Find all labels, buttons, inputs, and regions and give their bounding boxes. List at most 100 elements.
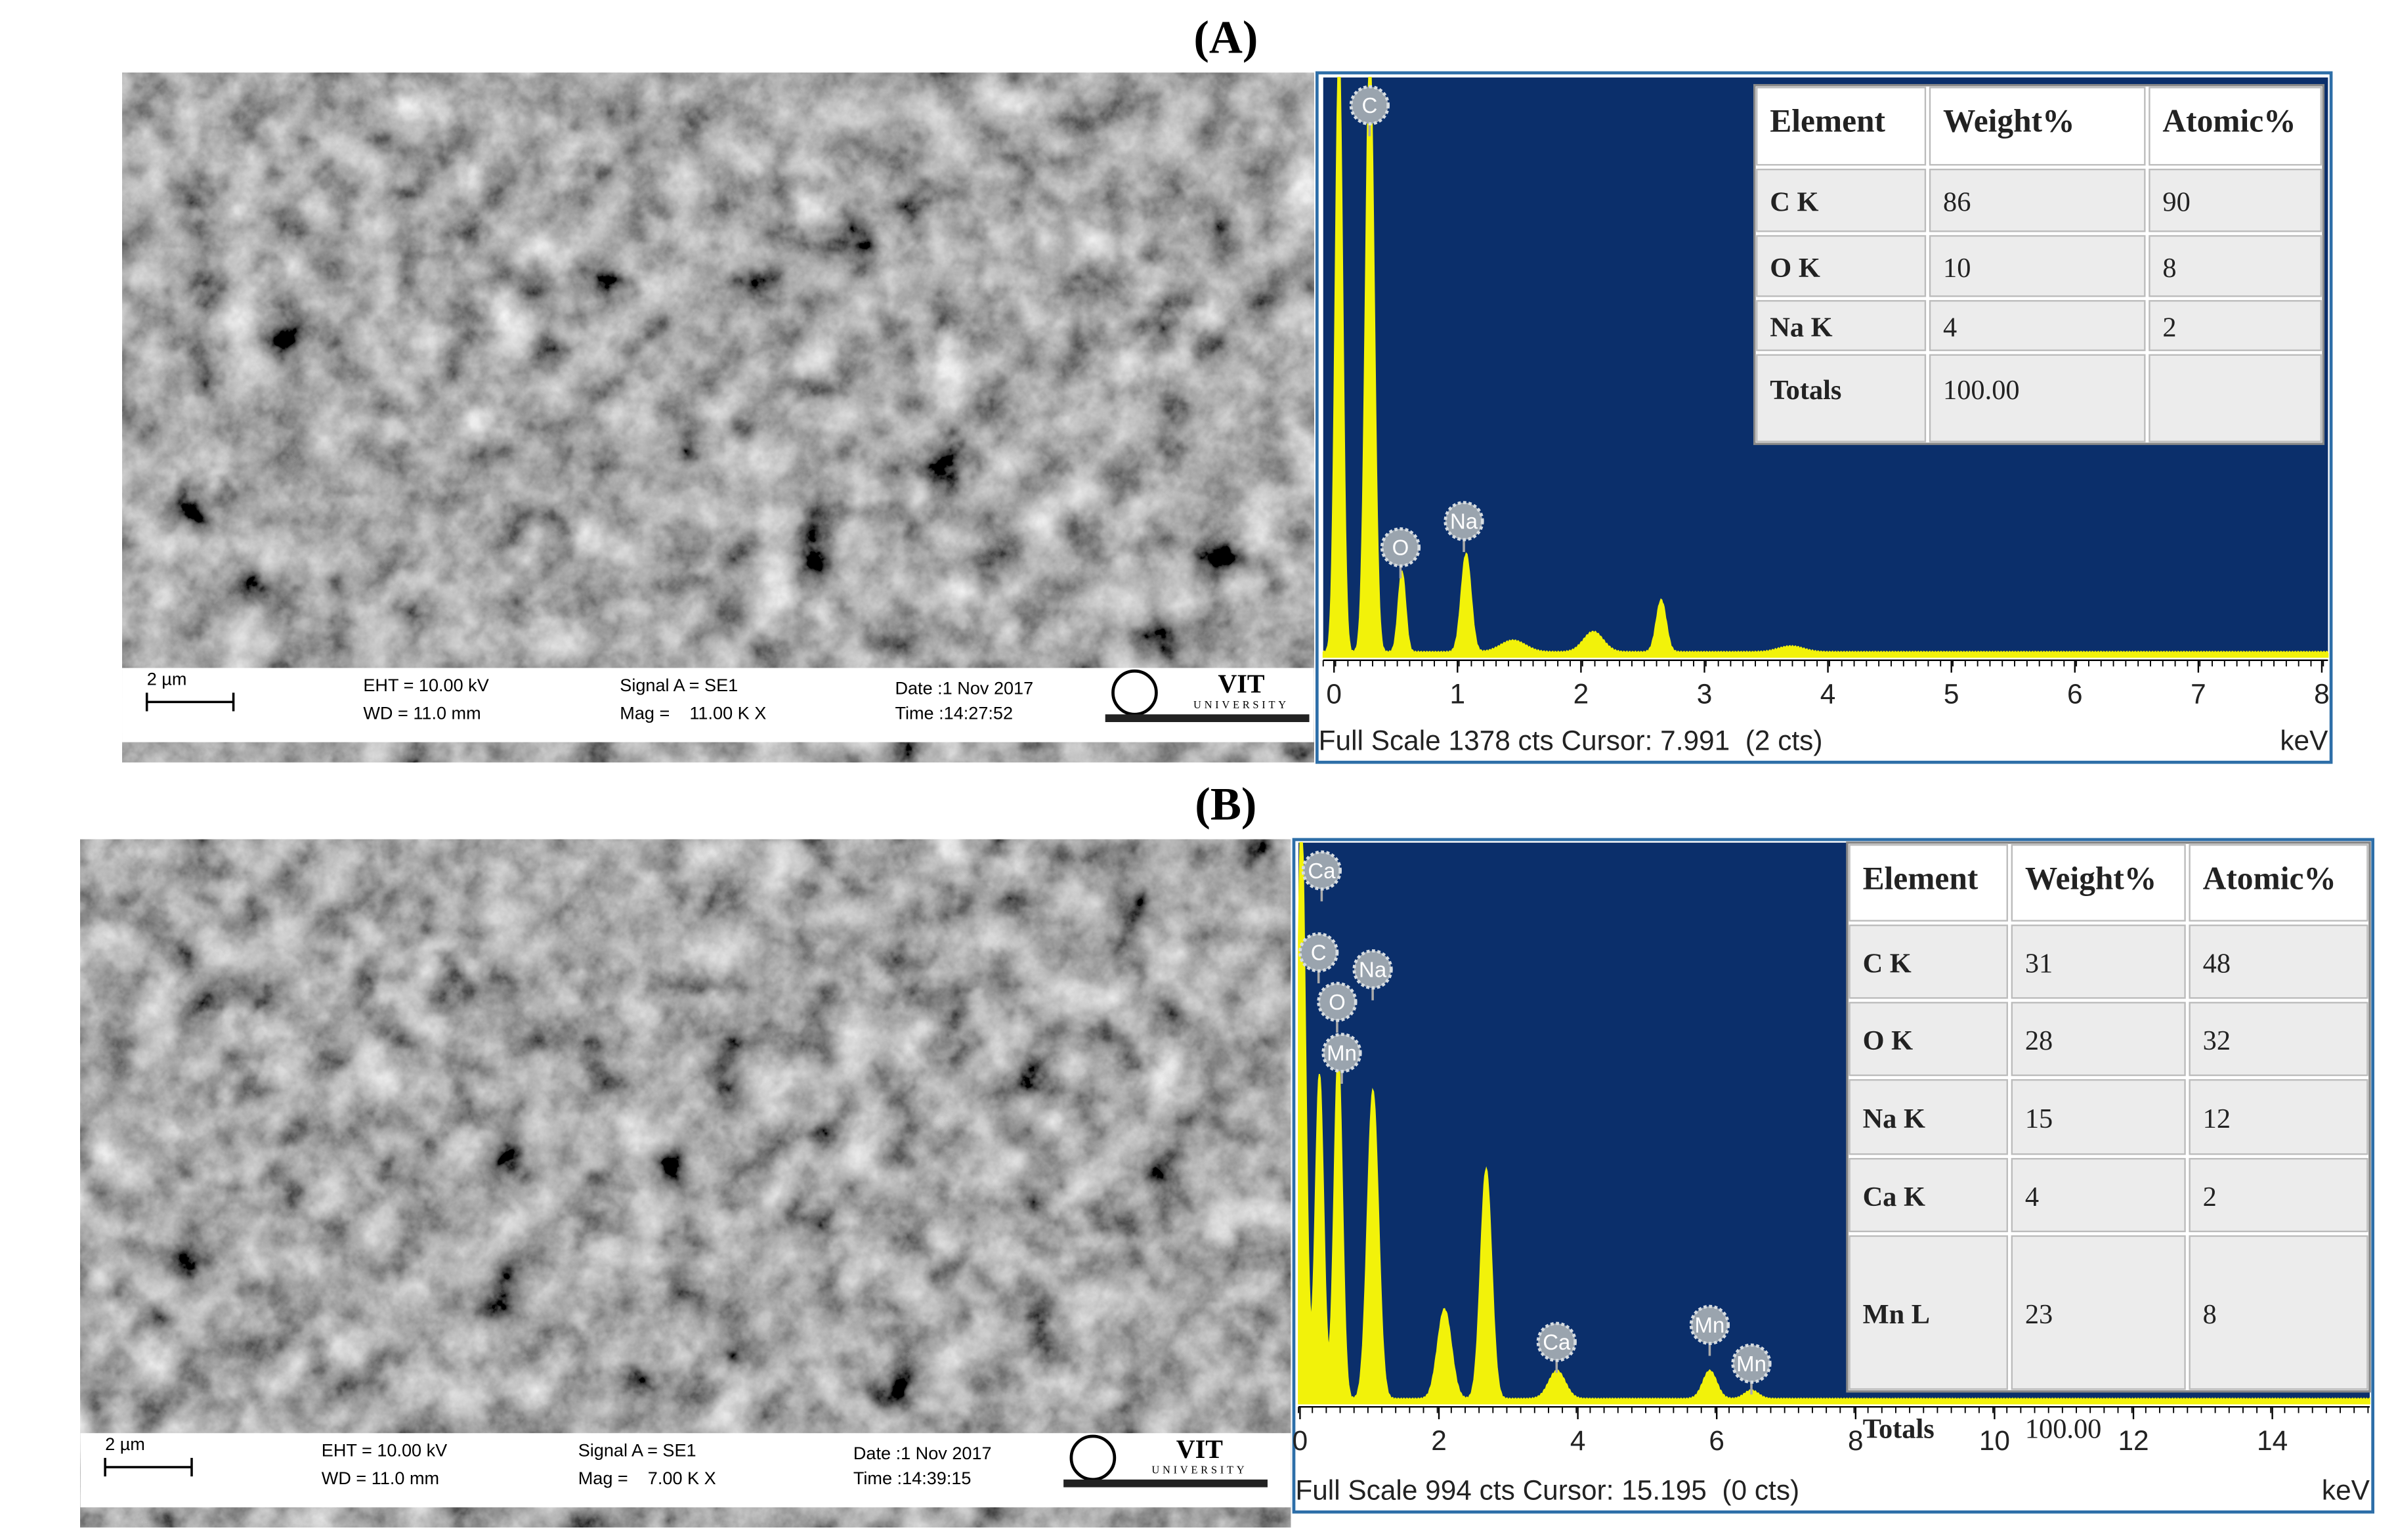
table-cell [2011,1158,2186,1233]
logo: VIT [1176,1434,1223,1464]
x-tick-label: 6 [1709,1425,1724,1456]
table-cell [1849,844,2008,922]
table-cell [1849,1079,2008,1155]
table-header: Weight% [1943,102,2075,139]
peak-label-bubble [1298,932,1339,973]
table-cell [2189,1158,2368,1233]
table-cell-text: 31 [2025,948,2053,979]
table-cell [1756,354,1927,442]
table-cell-text: 90 [2162,187,2190,218]
table-cell-text: C K [1770,187,1818,218]
scale-bar-label: 2 µm [105,1434,145,1454]
date: Date :1 Nov 2017 [895,678,1033,698]
table-cell-text: Ca K [1863,1182,1925,1212]
time: Time :14:39:15 [853,1468,972,1488]
logo: VIT [1218,669,1264,698]
table-cell-text: 2 [2203,1182,2217,1212]
table-cell [1929,354,2146,442]
table-cell-text: 8 [2203,1299,2217,1330]
table-cell-text: 15 [2025,1103,2053,1134]
x-tick-label: 14 [2257,1425,2288,1456]
logo-seal [1069,1434,1117,1482]
x-tick-label: 1 [1450,679,1466,710]
logo-sub: UNIVERSITY [1193,698,1289,711]
peak-label: Mn [1736,1352,1766,1376]
table-cell-text: Totals [1770,375,1841,406]
peak-label: O [1329,990,1346,1014]
table-cell-text: 23 [2025,1299,2053,1330]
table-cell [1849,1002,2008,1077]
x-tick-label: 6 [2067,679,2083,710]
table-cell-text: O K [1770,253,1820,284]
table-cell-text: Na K [1863,1103,1925,1134]
table-cell [2011,1079,2186,1155]
peak-label: C [1311,941,1327,965]
table-cell [2149,235,2322,297]
table-header: Atomic% [2162,102,2296,139]
panel-label: (A) [1193,12,1258,63]
table-cell-text: 48 [2203,948,2231,979]
peak-label-bubble [1380,527,1421,568]
table-cell [2011,1235,2186,1390]
table-cell-text: 100.00 [1943,375,2020,406]
x-tick-label: 2 [1573,679,1589,710]
table-cell [1849,924,2008,999]
x-tick-label: 0 [1326,679,1342,710]
time: Time :14:27:52 [895,702,1013,723]
spectrum-trace [1322,77,2329,658]
table-cell [1849,1158,2008,1233]
table-cell [1929,235,2146,297]
table-cell-text: 32 [2203,1025,2231,1056]
mag: Mag = 7.00 K X [578,1468,716,1488]
table-cell [2011,844,2186,922]
x-tick-label: 2 [1431,1425,1447,1456]
table-cell [1756,300,1927,351]
peak-label-bubble [1536,1321,1577,1362]
peak-label: Na [1359,958,1387,982]
peak-label-bubble [1731,1343,1772,1384]
panel-label: (B) [1195,779,1256,830]
table-cell [2189,1079,2368,1155]
table-cell-text: Na K [1770,312,1832,343]
table-cell [1756,168,1927,232]
table-cell-text: 86 [1943,187,1971,218]
wd: WD = 11.0 mm [363,702,481,723]
table-cell-text: 28 [2025,1025,2053,1056]
peak-label-bubble [1349,85,1390,126]
table-header: Element [1770,102,1885,139]
logo-seal [1111,669,1158,716]
table-cell [2011,1002,2186,1077]
peak-label: Mn [1327,1041,1357,1065]
sem-image [122,72,1314,763]
peak-label-bubble [1444,501,1484,542]
peak-label: Na [1450,509,1478,534]
signal: Signal A = SE1 [578,1440,696,1461]
table-header: Element [1863,860,1979,896]
peak-label-bubble [1317,981,1358,1022]
x-tick-label: 3 [1697,679,1713,710]
peak-label: C [1361,93,1377,118]
x-tick-label: 7 [2191,679,2206,710]
mag: Mag = 11.00 K X [620,702,766,723]
table-cell [2189,844,2368,922]
table-cell [1929,87,2146,166]
x-tick-label: 8 [1848,1425,1864,1456]
table-cell-text: Totals [1863,1413,1935,1444]
table-cell-text: 4 [2025,1182,2039,1212]
peak-label-bubble [1689,1304,1730,1345]
table-cell-text: 12 [2203,1103,2231,1134]
table-cell [2149,168,2322,232]
logo-sub: UNIVERSITY [1151,1463,1247,1476]
table-cell [2149,87,2322,166]
x-unit: keV [2322,1474,2370,1505]
spectrum-trace [1298,842,2370,1405]
date: Date :1 Nov 2017 [853,1443,992,1463]
table-cell-text: O K [1863,1025,1914,1056]
table-cell [2189,1235,2368,1390]
table-header: Atomic% [2203,860,2336,896]
wd: WD = 11.0 mm [322,1468,439,1488]
peak-label: Ca [1308,859,1336,883]
table-cell [2189,924,2368,999]
table-header: Weight% [2025,860,2157,896]
